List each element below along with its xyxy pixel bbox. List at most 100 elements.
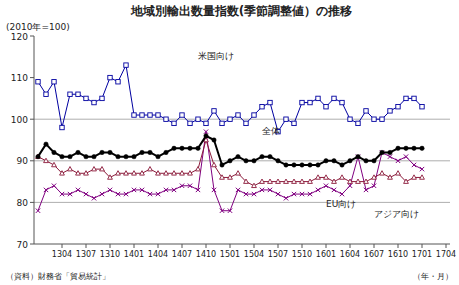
point <box>332 159 336 163</box>
x-tick-label: 1601 <box>316 250 336 259</box>
point <box>124 154 128 158</box>
series-labels: 米国向け全体EU向けアジア向け <box>198 51 419 219</box>
y-tick <box>30 160 34 161</box>
x-tick <box>302 244 303 248</box>
point <box>396 171 401 175</box>
point <box>364 109 368 113</box>
point <box>76 150 80 154</box>
point <box>420 146 424 150</box>
point <box>36 80 40 84</box>
point <box>308 100 312 104</box>
point <box>68 92 72 96</box>
point <box>348 117 352 121</box>
point <box>148 192 152 196</box>
x-axis-label: （年・月） <box>413 272 453 281</box>
point <box>372 175 377 179</box>
y-tick-label: 90 <box>17 156 29 166</box>
x-tick-label: 1701 <box>412 250 432 259</box>
x-axis: 1304130713101401140414071410150115041507… <box>34 244 456 259</box>
series-label: EU向け <box>326 199 356 209</box>
series-line <box>38 140 422 186</box>
point <box>348 159 352 163</box>
point <box>356 121 360 125</box>
reference-lines <box>34 119 450 202</box>
point <box>324 175 329 179</box>
point <box>348 184 352 188</box>
y-tick <box>30 36 34 37</box>
point <box>268 154 272 158</box>
x-tick <box>230 244 231 248</box>
x-tick-label: 1504 <box>244 250 264 259</box>
point <box>396 159 400 163</box>
x-tick-label: 1610 <box>388 250 408 259</box>
point <box>396 146 400 150</box>
point <box>84 171 89 175</box>
point <box>52 184 56 188</box>
point <box>332 188 336 192</box>
x-tick <box>134 244 135 248</box>
x-tick <box>206 244 207 248</box>
point <box>108 175 113 179</box>
point <box>388 109 392 113</box>
point <box>76 92 80 96</box>
point <box>300 100 304 104</box>
point <box>244 179 249 183</box>
point <box>108 188 112 192</box>
y-tick <box>30 77 34 78</box>
point <box>388 150 392 154</box>
point <box>404 179 409 183</box>
point <box>228 159 232 163</box>
point <box>156 113 160 117</box>
point <box>380 150 384 154</box>
point <box>212 162 217 166</box>
point <box>244 121 248 125</box>
point <box>332 96 336 100</box>
point <box>164 188 168 192</box>
point <box>252 113 256 117</box>
point <box>268 188 272 192</box>
source-note: （資料）財務省「貿易統計」 <box>6 272 110 281</box>
point <box>164 117 168 121</box>
point <box>420 175 425 179</box>
point <box>412 163 416 167</box>
point <box>148 150 152 154</box>
x-tick <box>158 244 159 248</box>
point <box>340 163 344 167</box>
point <box>236 171 241 175</box>
point <box>196 117 200 121</box>
point <box>308 163 312 167</box>
point <box>364 159 368 163</box>
point <box>236 113 240 117</box>
x-tick-label: 1704 <box>436 250 456 259</box>
point <box>108 75 112 79</box>
series-label: 米国向け <box>198 51 234 61</box>
x-tick-label: 1410 <box>196 250 216 259</box>
point <box>380 117 384 121</box>
point <box>332 179 337 183</box>
point <box>276 159 280 163</box>
point <box>324 105 328 109</box>
point <box>196 146 200 150</box>
point <box>44 158 49 162</box>
point <box>348 179 353 183</box>
x-tick-label: 1501 <box>220 250 240 259</box>
point <box>36 154 40 158</box>
point <box>116 154 120 158</box>
point <box>100 192 104 196</box>
point <box>268 100 272 104</box>
point <box>124 63 128 67</box>
point <box>292 121 296 125</box>
point <box>316 188 320 192</box>
point <box>132 188 136 192</box>
point <box>156 154 160 158</box>
point <box>364 188 368 192</box>
point <box>268 179 273 183</box>
x-tick-label: 1404 <box>148 250 168 259</box>
point <box>60 125 64 129</box>
point <box>84 96 88 100</box>
point <box>220 163 224 167</box>
point <box>292 163 296 167</box>
point <box>188 121 192 125</box>
reference-line <box>34 202 450 203</box>
point <box>116 80 120 84</box>
